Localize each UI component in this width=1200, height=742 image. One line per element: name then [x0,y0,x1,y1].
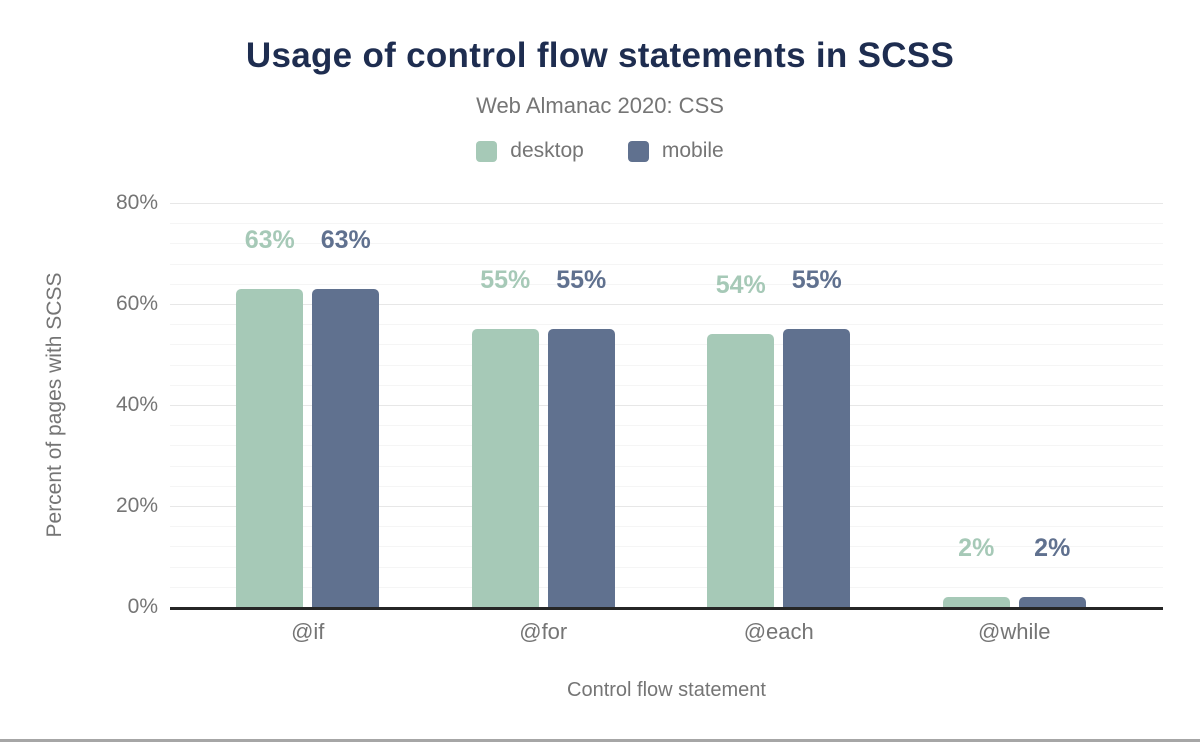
minor-gridline [170,526,1163,527]
plot-area [170,203,1163,610]
legend-swatch-desktop [476,140,498,162]
bar-mobile-while [1018,597,1086,607]
x-tick-label-if: @if [291,619,325,644]
minor-gridline [170,223,1163,224]
value-label-mobile: 2% [1034,534,1071,562]
value-label-mobile: 55% [556,266,607,294]
y-tick-label: 0% [127,595,158,618]
bar-wrap: 2% [942,534,1010,607]
minor-gridline [170,365,1163,366]
bar-desktop-each [707,334,775,607]
legend-swatch-mobile [627,140,649,162]
bar-wrap: 2% [1018,534,1086,607]
x-axis-ticks: @if @for @each @while [190,619,1132,645]
bar-mobile-if [312,289,380,607]
value-label-mobile: 55% [791,266,842,294]
x-tick-label-while: @while [978,619,1051,644]
bar-desktop-for [471,329,539,607]
value-label-desktop: 63% [244,226,295,254]
minor-gridline [170,546,1163,547]
bar-group-while: 2% 2% [897,203,1133,607]
legend-label: desktop [510,139,584,162]
major-gridline [170,405,1163,406]
bar-wrap: 55% [471,266,539,607]
y-axis-ticks: 0% 20% 40% 60% 80% [0,191,158,618]
y-tick-label: 80% [115,191,158,214]
bars-area: 63% 63% 55% 55% 54% 55% 2% 2% [190,203,1132,607]
chart-subtitle: Web Almanac 2020: CSS [476,93,724,118]
minor-gridline [170,284,1163,285]
minor-gridline [170,243,1163,244]
major-gridline [170,304,1163,305]
value-label-desktop: 2% [958,534,995,562]
minor-gridline [170,587,1163,588]
legend-label: mobile [661,139,724,162]
minor-gridline [170,264,1163,265]
bar-wrap: 63% [236,226,304,607]
minor-gridline [170,344,1163,345]
major-gridline [170,506,1163,507]
bar-mobile-for [547,329,615,607]
bar-mobile-each [783,329,851,607]
bar-wrap: 54% [707,271,775,607]
value-label-desktop: 54% [715,271,766,299]
y-tick-label: 60% [115,292,158,315]
minor-gridline [170,466,1163,467]
major-gridline [170,203,1163,204]
x-tick-label-for: @for [519,619,568,644]
x-axis-title: Control flow statement [567,679,766,701]
minor-gridline [170,425,1163,426]
bar-desktop-while [942,597,1010,607]
value-label-mobile: 63% [320,226,371,254]
minor-gridline [170,486,1163,487]
minor-gridline [170,324,1163,325]
bar-wrap: 63% [312,226,380,607]
bar-desktop-if [236,289,304,607]
chart-title: Usage of control flow statements in SCSS [245,36,955,75]
bar-wrap: 55% [547,266,615,607]
bar-group-for: 55% 55% [426,203,662,607]
value-label-desktop: 55% [480,266,531,294]
legend-item-desktop: desktop [476,139,584,163]
bottom-divider [0,739,1200,742]
y-tick-label: 40% [115,393,158,416]
legend-item-mobile: mobile [627,139,724,163]
minor-gridline [170,445,1163,446]
minor-gridline [170,385,1163,386]
bar-group-each: 54% 55% [661,203,897,607]
bar-wrap: 55% [783,266,851,607]
legend: desktop mobile [0,139,1200,163]
x-tick-label-each: @each [743,619,814,644]
minor-gridline [170,567,1163,568]
bar-group-if: 63% 63% [190,203,426,607]
y-tick-label: 20% [115,494,158,517]
